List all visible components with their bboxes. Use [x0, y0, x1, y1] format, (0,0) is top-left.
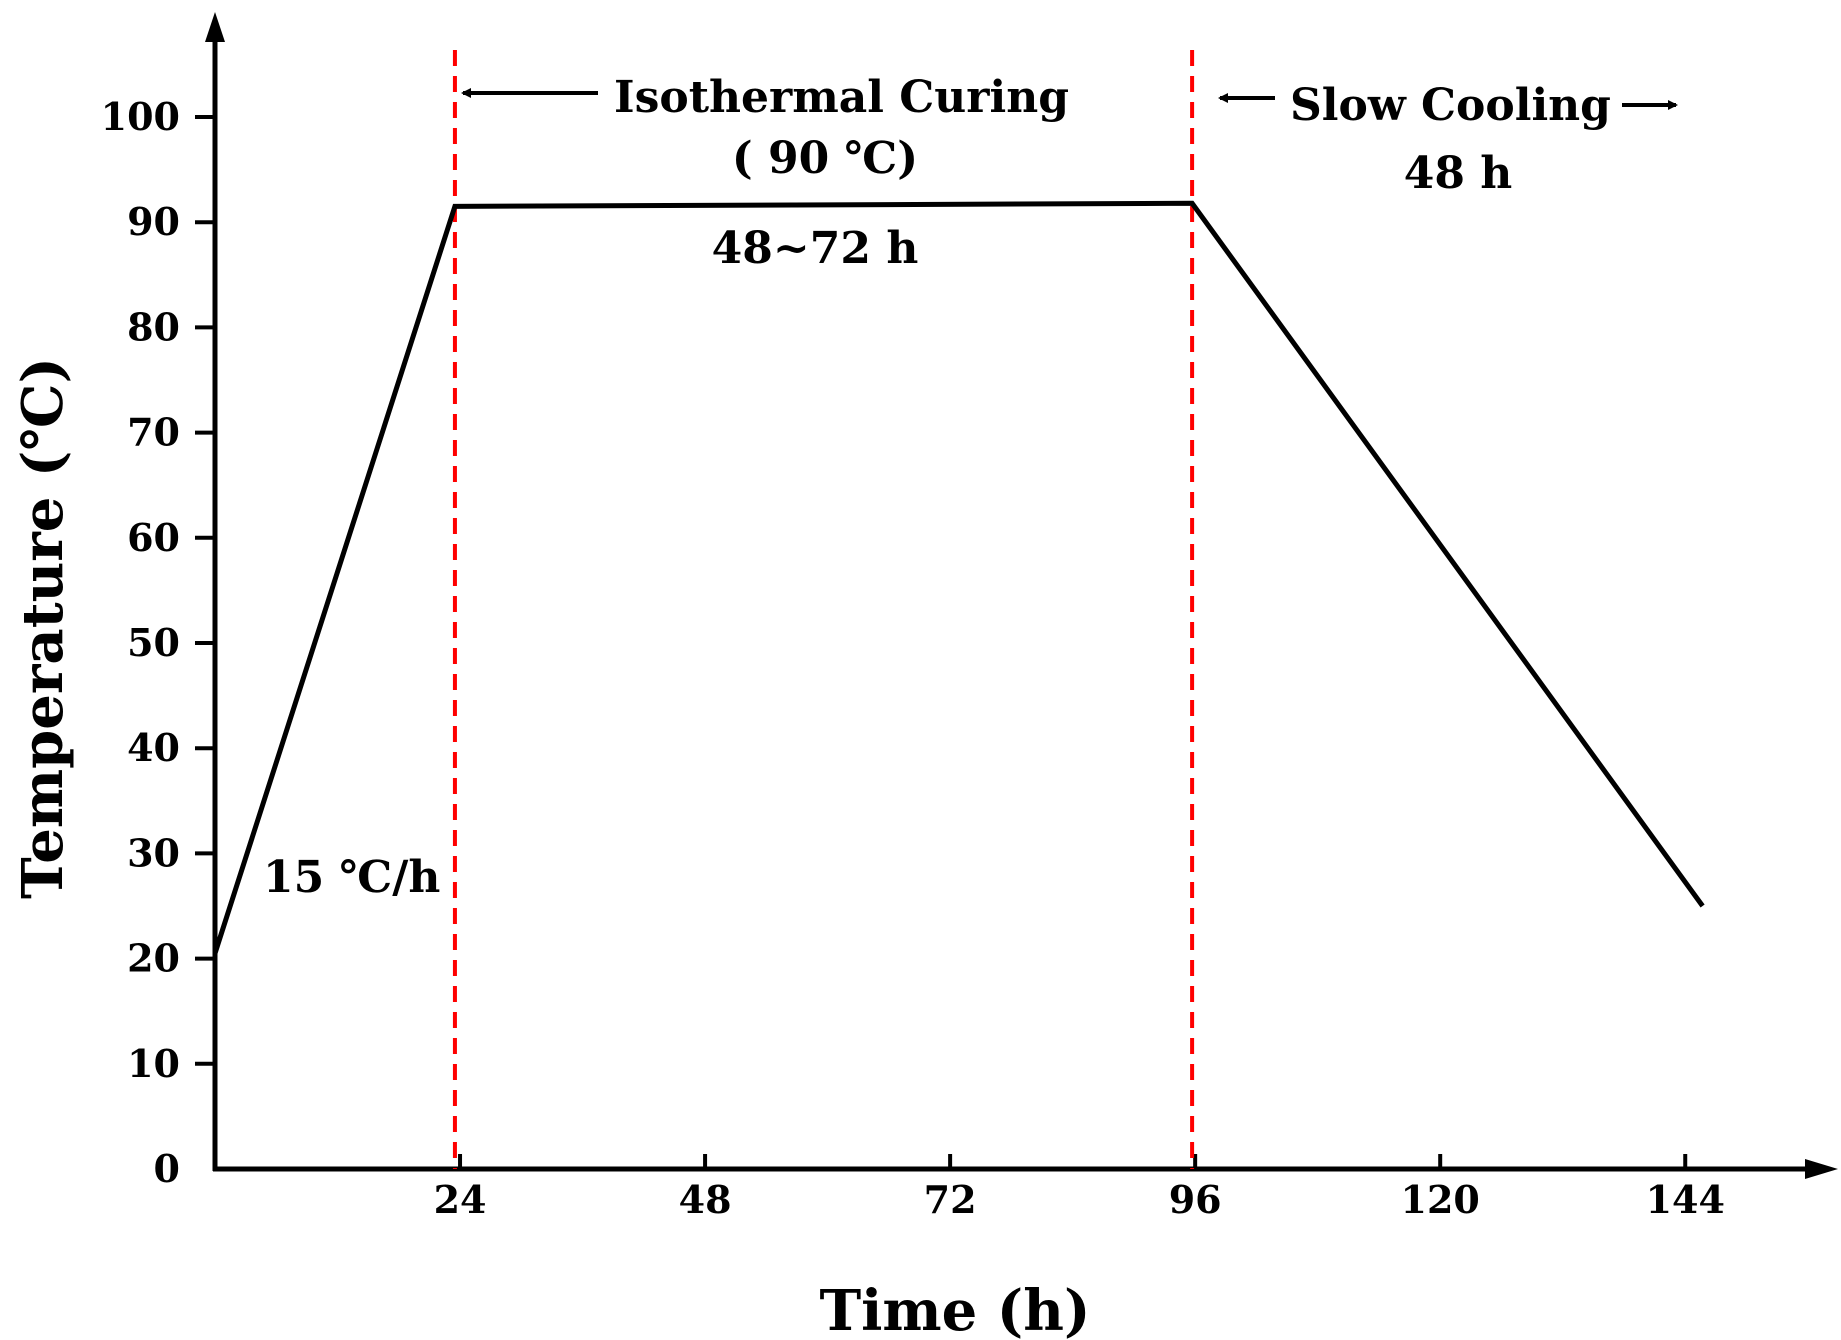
y-tick-label: 50	[127, 620, 180, 665]
cooling-duration-label: 48 h	[1404, 148, 1513, 199]
x-axis-ticks: 24 48 72 96 120 144	[434, 1154, 1725, 1222]
y-tick-label: 40	[127, 725, 180, 770]
phase-boundary-lines	[452, 50, 1195, 1169]
y-tick-label: 20	[127, 936, 180, 981]
x-tick-label: 48	[679, 1177, 732, 1222]
cooling-title-label: Slow Cooling	[1290, 80, 1611, 131]
isothermal-temp-label: ( 90 ℃)	[732, 133, 918, 184]
x-axis-title: Time (h)	[819, 1278, 1090, 1340]
x-tick-label: 120	[1401, 1177, 1480, 1222]
isothermal-duration-label: 48~72 h	[712, 223, 919, 274]
x-tick-label: 72	[924, 1177, 977, 1222]
axes	[205, 12, 1838, 1179]
y-tick-label: 70	[127, 410, 180, 455]
x-tick-label: 96	[1169, 1177, 1222, 1222]
y-tick-label: 0	[154, 1146, 180, 1191]
isothermal-title-label: Isothermal Curing	[614, 72, 1069, 123]
y-axis-ticks: 0 10 20 30 40 50 60 70 80 90 100	[101, 94, 215, 1191]
x-tick-label: 144	[1646, 1177, 1725, 1222]
temperature-series	[212, 200, 1705, 955]
y-axis-arrow-icon	[205, 12, 225, 42]
x-axis-arrow-icon	[1805, 1159, 1838, 1179]
series-line	[212, 200, 1705, 955]
y-tick-label: 10	[127, 1041, 180, 1086]
y-tick-label: 100	[101, 94, 180, 139]
x-tick-label: 24	[434, 1177, 487, 1222]
y-tick-label: 30	[127, 830, 180, 875]
y-axis-title: Temperature (℃)	[10, 357, 76, 899]
heating-rate-label: 15 ℃/h	[263, 852, 440, 903]
y-tick-label: 90	[127, 199, 180, 244]
y-tick-label: 60	[127, 515, 180, 560]
y-tick-label: 80	[127, 304, 180, 349]
